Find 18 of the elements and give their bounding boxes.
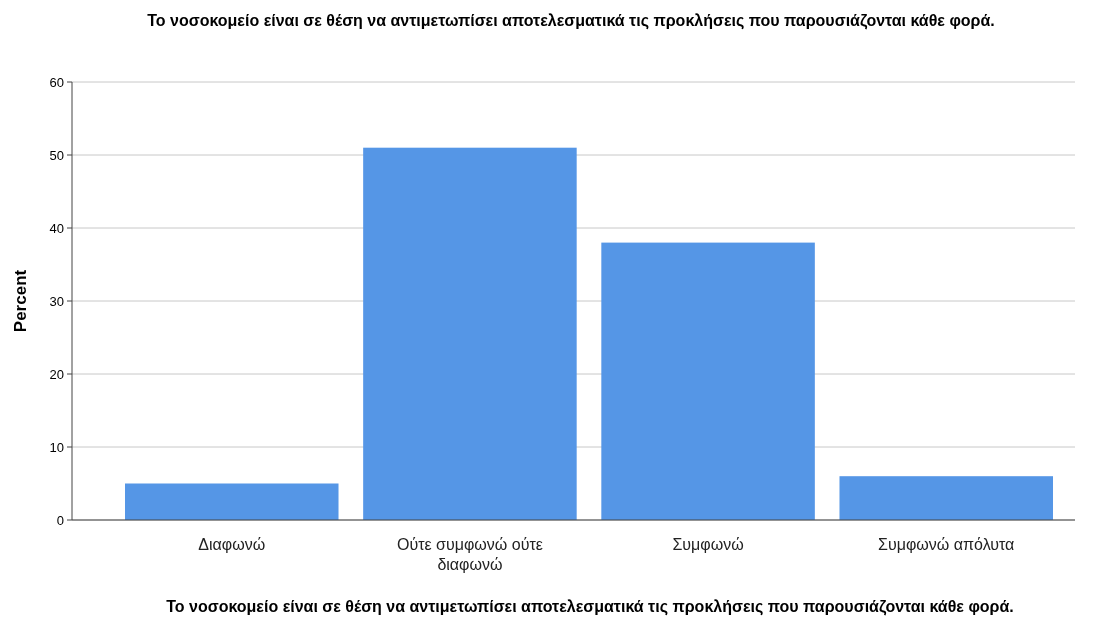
x-tick-label: Ούτε συμφωνώ ούτε διαφωνώ — [397, 536, 543, 573]
y-tick-label: 0 — [56, 512, 64, 528]
x-tick-label: Συμφωνώ — [672, 536, 744, 553]
x-tick-label: Συμφωνώ απόλυτα — [878, 536, 1015, 553]
x-tick-label: Διαφωνώ — [198, 536, 266, 553]
y-tick-label: 20 — [49, 366, 64, 382]
bar — [839, 476, 1053, 520]
y-tick-label: 60 — [49, 74, 64, 90]
bar — [601, 242, 815, 520]
y-axis-title: Percent — [11, 269, 30, 333]
chart-title: Το νοσοκομείο είναι σε θέση να αντιμετωπίσει αποτελεσματικά τις προκλήσεις που παρουσιάζονται κάθε φορά. — [147, 12, 995, 30]
y-tick-label: 30 — [49, 293, 64, 309]
bar — [363, 147, 577, 520]
bar — [125, 483, 339, 520]
y-tick-label: 50 — [49, 147, 64, 163]
y-tick-label: 40 — [49, 220, 64, 236]
y-tick-label: 10 — [49, 439, 64, 455]
x-axis-title: Το νοσοκομείο είναι σε θέση να αντιμετωπίσει αποτελεσματικά τις προκλήσεις που παρουσιάζονται κάθε φορά. — [166, 598, 1014, 616]
